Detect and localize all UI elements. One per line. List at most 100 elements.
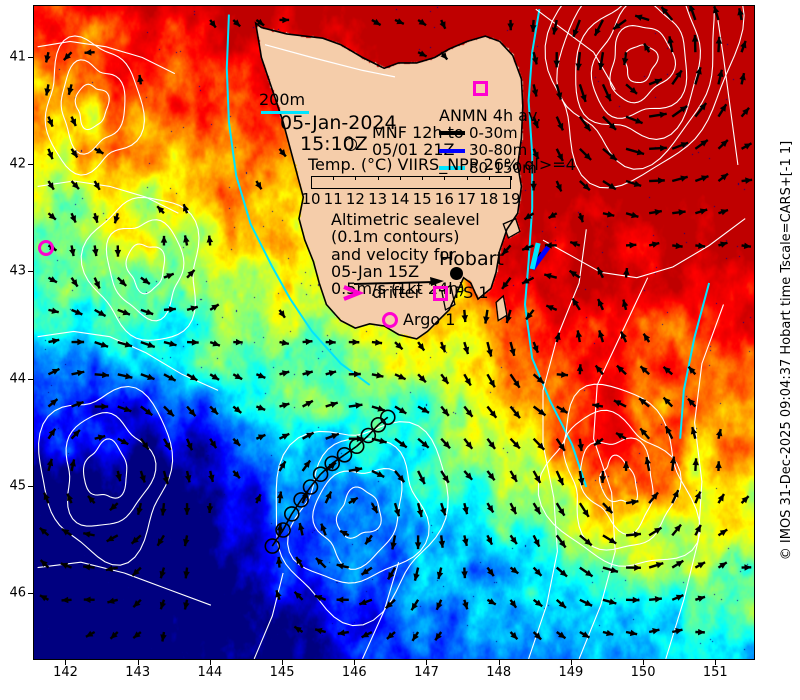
- velocity-vector: [302, 338, 313, 346]
- ssh-contour-open-10: [715, 9, 739, 165]
- velocity-vector: [462, 341, 470, 355]
- velocity-vector: [325, 432, 340, 440]
- velocity-vector: [613, 399, 627, 408]
- velocity-vector: [671, 175, 689, 183]
- velocity-vector: [275, 589, 282, 601]
- drifter-track-segment-1: [282, 513, 293, 531]
- velocity-vector: [46, 458, 54, 472]
- velocity-vector: [486, 373, 496, 388]
- anmn-level-2: 80-150m: [439, 159, 541, 176]
- ssh-contour-open-1: [578, 277, 649, 659]
- velocity-vector: [47, 367, 60, 376]
- velocity-vector: [521, 276, 535, 285]
- velocity-vector: [687, 365, 697, 376]
- velocity-vector: [140, 276, 151, 285]
- velocity-vector: [463, 437, 474, 450]
- velocity-vector: [435, 599, 443, 611]
- velocity-vector: [718, 208, 729, 216]
- drifter-position-1: [275, 522, 291, 538]
- coastline-fragment-2: [495, 294, 508, 322]
- drifter-position-5: [312, 466, 329, 483]
- velocity-vector: [525, 309, 535, 321]
- velocity-vector: [117, 437, 129, 446]
- velocity-vector: [337, 629, 349, 636]
- velocity-vector: [255, 180, 263, 190]
- velocity-vector: [156, 534, 165, 547]
- velocity-vector: [61, 528, 73, 537]
- velocity-vector: [532, 116, 540, 129]
- velocity-vector: [717, 69, 724, 85]
- velocity-vector: [555, 148, 564, 162]
- ssh-contour-eddy-ne-1: [624, 44, 659, 84]
- velocity-vector: [209, 340, 221, 347]
- velocity-vector: [597, 298, 605, 311]
- velocity-vector: [115, 470, 122, 482]
- velocity-vector: [276, 523, 284, 536]
- velocity-vector: [691, 34, 699, 53]
- velocity-vector: [139, 438, 150, 451]
- velocity-vector: [616, 364, 627, 376]
- velocity-vector: [625, 531, 642, 538]
- velocity-vector: [577, 212, 584, 223]
- colorbar-notches: [311, 176, 512, 189]
- velocity-vector: [602, 534, 617, 545]
- y-tickmark-44: [28, 378, 33, 380]
- velocity-vector: [579, 630, 591, 639]
- ssh-contour-open-5: [37, 561, 212, 606]
- velocity-vector: [440, 373, 450, 385]
- velocity-vector: [84, 49, 95, 56]
- drifter-position-10: [370, 416, 387, 433]
- velocity-vector: [578, 502, 590, 518]
- credit-text-vertical: © IMOS 31-Dec-2025 09:04:37 Hobart time …: [776, 0, 798, 700]
- velocity-vector: [417, 341, 426, 352]
- velocity-vector: [671, 489, 680, 504]
- drifter-position-4: [302, 479, 319, 495]
- velocity-vector: [602, 180, 617, 191]
- coastline-tasmania: [254, 21, 524, 340]
- velocity-vector: [695, 242, 706, 250]
- velocity-vector: [47, 148, 54, 160]
- colorbar-gradient: [311, 176, 512, 190]
- velocity-vector: [132, 598, 142, 608]
- velocity-scale-arrow-icon: [353, 277, 444, 286]
- velocity-vector: [47, 398, 59, 408]
- map-marker-fs1[interactable]: [473, 81, 488, 96]
- velocity-vector: [509, 437, 521, 450]
- velocity-vector: [183, 599, 190, 610]
- argo-circle-marker-icon: [382, 311, 398, 328]
- velocity-vector: [417, 470, 426, 485]
- velocity-vector: [509, 566, 519, 575]
- velocity-vector: [532, 598, 543, 608]
- velocity-vector: [94, 308, 107, 318]
- velocity-vector: [602, 502, 614, 514]
- map-plot-area[interactable]: 200m 05-Jan-2024 15:10Z MNF 12h to 05/01…: [33, 5, 755, 660]
- velocity-vector: [186, 373, 198, 382]
- x-tickmark-149: [570, 660, 572, 665]
- map-marker-argo1[interactable]: [38, 240, 54, 256]
- velocity-vector: [114, 245, 122, 257]
- y-tickmark-45: [28, 486, 33, 488]
- ssh-contour-eddy-ne-4: [575, 6, 701, 140]
- drifter-position-6: [324, 455, 341, 472]
- velocity-vector: [602, 147, 618, 162]
- velocity-vector: [83, 531, 95, 538]
- velocity-vector: [94, 403, 109, 410]
- velocity-vector: [183, 567, 190, 579]
- isobath-200m-0: [523, 9, 588, 488]
- velocity-vector: [140, 308, 154, 316]
- sealevel-line-1: (0.1m contours): [331, 227, 460, 247]
- sealevel-line-3: 05-Jan 15Z: [331, 261, 420, 281]
- colorbar-tick-11: 11: [323, 190, 343, 209]
- ssh-contour-open-2: [665, 304, 725, 659]
- velocity-vector: [439, 19, 447, 30]
- colorbar-tick-12: 12: [345, 190, 365, 209]
- velocity-vector: [592, 402, 604, 410]
- bathymetry-line-swatch: [261, 111, 309, 115]
- velocity-vector: [348, 496, 359, 505]
- velocity-vector: [336, 596, 349, 604]
- velocity-vector: [532, 405, 547, 417]
- velocity-vector: [295, 556, 304, 569]
- velocity-vector: [505, 309, 512, 324]
- velocity-vector: [556, 371, 569, 378]
- velocity-vector: [555, 438, 566, 452]
